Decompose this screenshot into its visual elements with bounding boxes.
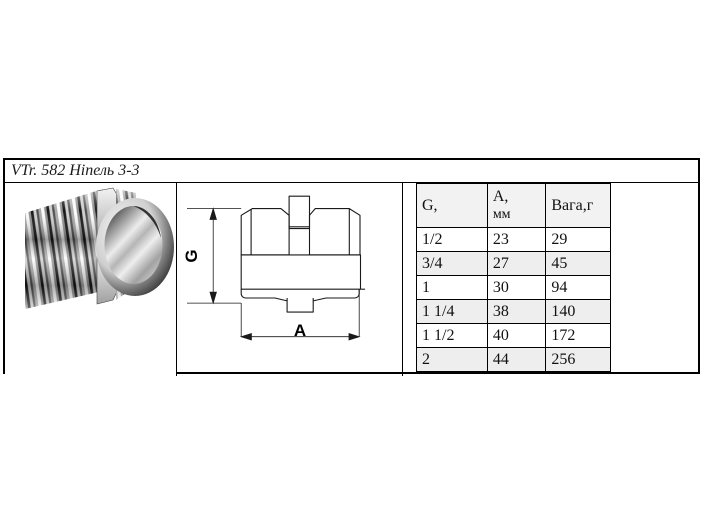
svg-text:G: G	[182, 249, 201, 262]
svg-text:A: A	[294, 321, 306, 340]
